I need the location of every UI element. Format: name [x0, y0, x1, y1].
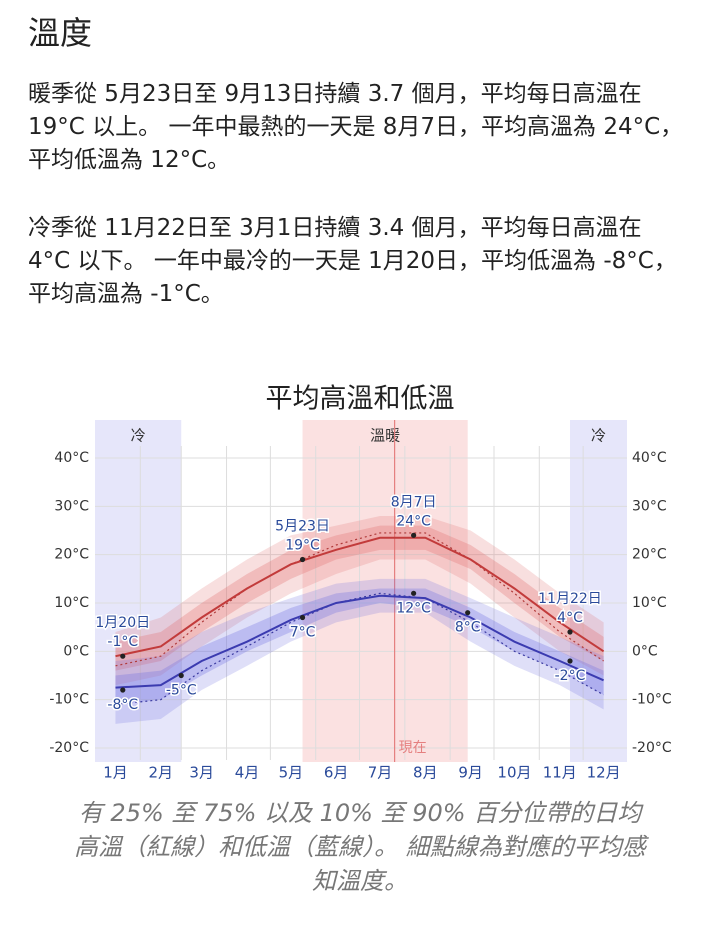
season-label: 冷: [591, 427, 606, 445]
point: [299, 556, 306, 563]
date-label: 5月23日: [275, 519, 330, 535]
date-label: 11月22日: [538, 591, 602, 607]
y2-tick-label: 20°C: [632, 547, 667, 563]
point: [411, 532, 417, 538]
point-label: 4°C: [557, 610, 583, 626]
point: [465, 610, 471, 616]
y2-tick-label: 10°C: [632, 595, 667, 611]
x-tick-label: 4月: [235, 764, 260, 782]
y-tick-label: 40°C: [54, 450, 89, 466]
point-label: 8°C: [455, 620, 481, 636]
season-band: [570, 420, 627, 762]
paragraph: 冷季從 11月22日至 3月1日持續 3.4 個月，平均每日高溫在 4°C 以下…: [28, 215, 677, 307]
date-label: 1月20日: [95, 615, 150, 631]
point: [411, 590, 417, 596]
x-tick-label: 10月: [497, 764, 531, 782]
chart: 平均高溫和低溫 冷 溫暖 冷 -20°C -10°C 0°C 10°C 20°C 30°C 40°…: [49, 384, 672, 782]
temperature-line: [115, 594, 605, 689]
y2-tick-label: 30°C: [632, 498, 667, 514]
y2-tick-label: 40°C: [632, 450, 667, 466]
point-label: 7°C: [290, 625, 316, 641]
y-tick-label: -10°C: [49, 692, 89, 708]
point: [120, 687, 126, 693]
caption: 有 25% 至 75% 以及 10% 至 90% 百分位帶的日均高溫（紅線）和低…: [74, 799, 646, 895]
percentile-band: [115, 516, 604, 686]
point: [567, 658, 573, 664]
point-label: -5°C: [166, 683, 197, 699]
x-tick-label: 9月: [458, 764, 483, 782]
y-tick-label: 0°C: [63, 643, 89, 659]
y2-tick-label: 0°C: [632, 643, 658, 659]
season-band: [302, 420, 468, 762]
point-label: -8°C: [107, 697, 138, 713]
percentile-band: [115, 578, 604, 724]
season-label: 冷: [131, 427, 146, 445]
x-tick-label: 5月: [279, 764, 304, 782]
season-band: [95, 420, 182, 762]
point-label: -1°C: [107, 634, 138, 650]
percentile-band: [115, 525, 604, 671]
x-tick-label: 12月: [587, 764, 621, 782]
point: [178, 672, 184, 679]
point: [299, 614, 306, 621]
y-tick-label: -20°C: [49, 740, 89, 756]
feels-like-line: [115, 532, 604, 667]
y2-tick-label: -20°C: [632, 740, 672, 756]
point-label: 24°C: [396, 513, 431, 529]
x-tick-label: 2月: [148, 764, 173, 782]
season-label: 溫暖: [370, 427, 400, 445]
y-tick-label: 10°C: [54, 595, 89, 611]
percentile-band: [115, 588, 604, 705]
paragraph: 暖季從 5月23日至 9月13日持續 3.7 個月，平均每日高溫在 19°C 以…: [28, 81, 684, 173]
now-label: 現在: [399, 740, 427, 756]
x-tick-label: 8月: [413, 764, 438, 782]
point-label: 12°C: [396, 600, 431, 616]
point: [120, 653, 126, 659]
x-tick-label: 3月: [189, 764, 214, 782]
point: [567, 629, 573, 635]
temperature-line: [115, 536, 605, 658]
x-tick-label: 7月: [368, 764, 393, 782]
chart-title: 平均高溫和低溫: [266, 384, 455, 415]
y2-tick-label: -10°C: [632, 692, 672, 708]
point-label: 19°C: [285, 538, 320, 554]
y-tick-label: 20°C: [54, 547, 89, 563]
x-tick-label: 11月: [543, 764, 577, 782]
point-label: -2°C: [555, 668, 586, 684]
y-tick-label: 30°C: [54, 498, 89, 514]
x-tick-label: 1月: [103, 764, 128, 782]
date-label: 8月7日: [391, 494, 437, 510]
x-tick-label: 6月: [324, 764, 349, 782]
title: 溫度: [28, 14, 93, 52]
